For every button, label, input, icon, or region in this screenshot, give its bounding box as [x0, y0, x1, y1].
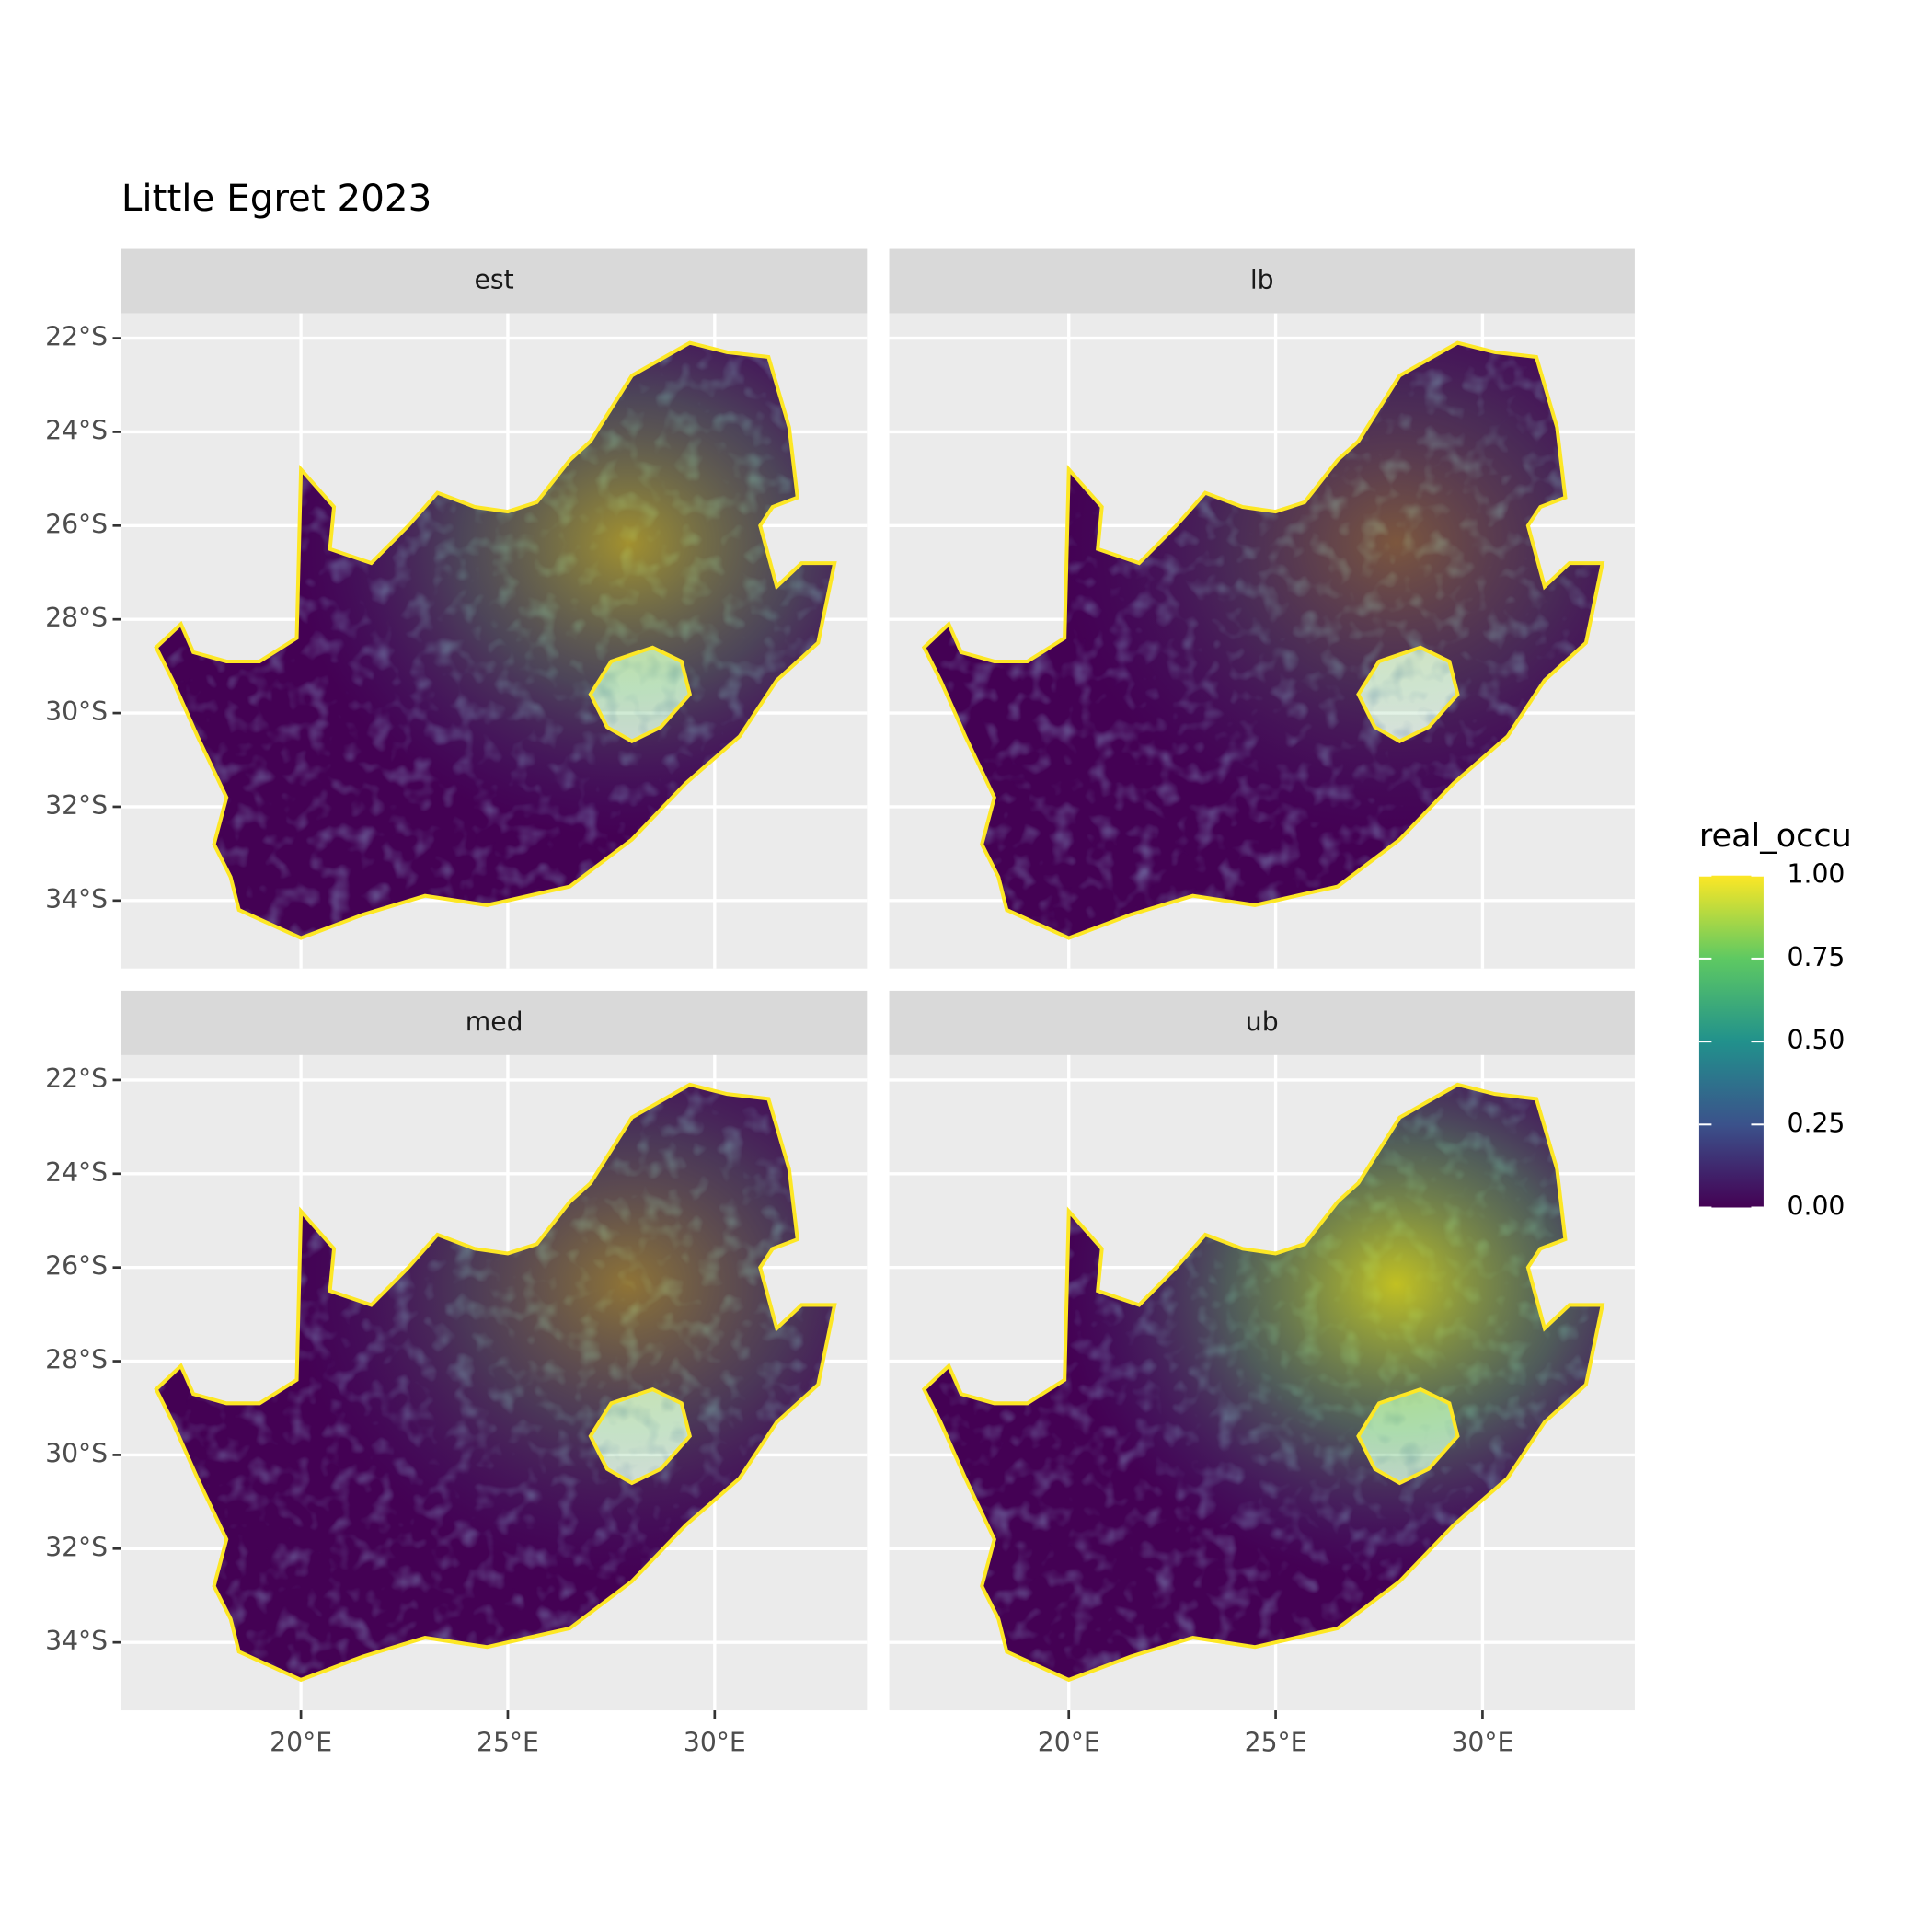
- facet-label: lb: [1250, 265, 1274, 295]
- y-tick-label: 22°S: [45, 1064, 108, 1094]
- y-tick-label: 26°S: [45, 1251, 108, 1282]
- legend-title: real_occu: [1699, 818, 1852, 855]
- colorbar-tick-label: 0.00: [1788, 1191, 1846, 1222]
- colorbar-tick-label: 0.25: [1788, 1108, 1846, 1138]
- map-coast: [154, 340, 837, 940]
- y-tick-label: 34°S: [45, 1626, 108, 1656]
- x-tick-label: 30°E: [684, 1727, 746, 1757]
- facet-label: med: [466, 1006, 523, 1037]
- facet-label: est: [475, 265, 514, 295]
- x-tick-label: 25°E: [1245, 1727, 1307, 1757]
- y-tick-label: 24°S: [45, 415, 108, 445]
- colorbar-tick-label: 0.75: [1788, 942, 1846, 972]
- y-tick-label: 30°S: [45, 696, 108, 727]
- map-coast: [921, 340, 1605, 940]
- y-tick-label: 28°S: [45, 1345, 108, 1375]
- x-tick-label: 30°E: [1451, 1727, 1513, 1757]
- facet-strip: [121, 990, 868, 1055]
- colorbar-tick-label: 0.50: [1788, 1025, 1846, 1055]
- y-tick-label: 32°S: [45, 1532, 108, 1562]
- x-tick-label: 20°E: [270, 1727, 332, 1757]
- map-coast: [921, 1082, 1605, 1683]
- chart-title: Little Egret 2023: [121, 177, 431, 220]
- y-tick-label: 24°S: [45, 1157, 108, 1188]
- y-tick-label: 22°S: [45, 322, 108, 352]
- x-tick-label: 20°E: [1038, 1727, 1100, 1757]
- facet-label: ub: [1246, 1006, 1279, 1037]
- y-tick-label: 32°S: [45, 790, 108, 821]
- y-tick-label: 26°S: [45, 509, 108, 539]
- colorbar-tick-label: 1.00: [1788, 859, 1846, 890]
- facet-strip: [121, 248, 868, 314]
- x-tick-label: 25°E: [477, 1727, 539, 1757]
- map-coast: [154, 1082, 837, 1683]
- facet-strip: [889, 248, 1635, 314]
- facet-strip: [889, 990, 1635, 1055]
- y-tick-label: 28°S: [45, 603, 108, 633]
- y-tick-label: 34°S: [45, 884, 108, 914]
- y-tick-label: 30°S: [45, 1438, 108, 1468]
